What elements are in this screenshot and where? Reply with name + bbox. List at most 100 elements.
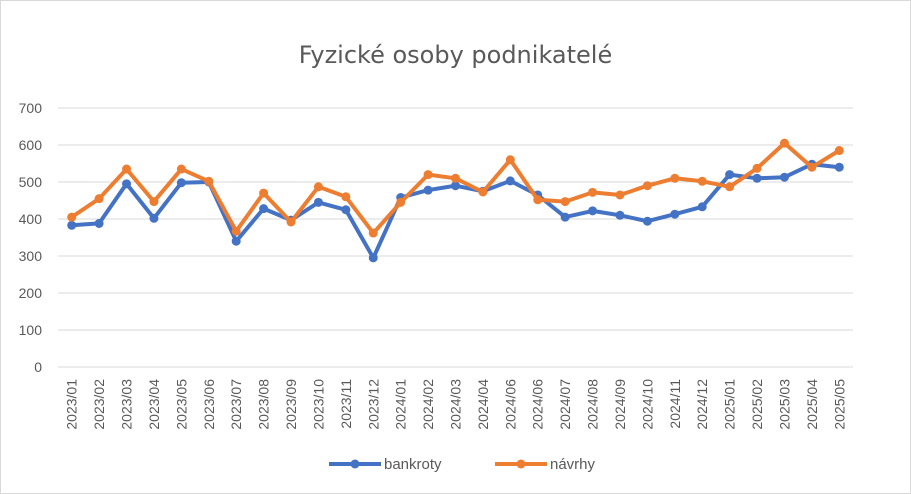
data-point [204,176,214,186]
y-tick-label: 700 [19,100,43,116]
data-point [615,210,625,220]
x-tick-label: 2025/02 [749,379,765,430]
y-tick-label: 200 [19,285,43,301]
legend: bankroty návrhy [329,456,596,473]
x-tick-label: 2024/06 [530,379,546,430]
data-point [368,228,378,238]
y-tick-label: 400 [19,211,43,227]
data-point [341,205,351,215]
data-point [94,218,104,228]
data-point [560,212,570,222]
data-point [423,185,433,195]
x-tick-label: 2025/03 [776,379,792,430]
data-point [615,190,625,200]
gridlines [58,107,853,368]
y-axis-ticks: 0 100 200 300 400 500 600 700 [19,100,43,375]
x-tick-label: 2024/04 [475,379,491,430]
data-point [642,216,652,226]
data-point [505,155,515,165]
data-point [286,217,296,227]
series-návrhy [67,138,844,238]
x-tick-label: 2023/08 [256,379,272,430]
data-point [588,206,598,216]
y-tick-label: 500 [19,174,43,190]
data-point [752,173,762,183]
data-point [560,197,570,207]
data-point [67,212,77,222]
data-point [149,197,159,207]
y-tick-label: 100 [19,322,43,338]
data-point [779,172,789,182]
data-point [478,187,488,197]
x-tick-label: 2024/09 [612,379,628,430]
data-point [807,162,817,172]
y-tick-label: 300 [19,248,43,264]
x-tick-label: 2023/02 [91,379,107,430]
x-tick-label: 2024/10 [639,379,655,430]
data-point [670,173,680,183]
data-point [451,181,460,191]
data-point [697,202,707,212]
legend-label: bankroty [384,456,442,473]
data-point [697,176,707,186]
x-tick-label: 2024/08 [585,379,601,430]
data-point [725,170,735,180]
x-axis-ticks: 2023/01 2023/02 2023/03 2023/04 2023/05 2023/… [64,379,848,430]
data-point [176,164,186,174]
data-point [725,182,735,192]
legend-swatch-marker [516,459,526,469]
data-point [588,187,598,197]
chart-title: Fyzické osoby podnikatelé [298,41,613,69]
data-point [313,182,323,192]
legend-swatch-marker [350,459,360,469]
y-tick-label: 0 [34,359,42,375]
data-point [231,226,241,236]
data-point [451,173,460,183]
data-point [176,178,186,188]
data-point [834,146,844,156]
data-point [259,204,269,214]
data-point [834,162,844,172]
data-point [341,192,351,202]
series-lines [67,138,844,263]
x-tick-label: 2023/01 [64,379,80,430]
x-tick-label: 2025/01 [722,379,738,430]
data-point [368,253,378,263]
data-point [533,195,543,205]
x-tick-label: 2023/09 [283,379,299,430]
x-tick-label: 2023/12 [365,379,381,430]
x-tick-label: 2024/06 [502,379,518,430]
x-tick-label: 2024/01 [393,379,409,430]
x-tick-label: 2023/03 [119,379,135,430]
data-point [259,188,269,198]
data-point [396,197,406,207]
data-point [94,194,104,204]
data-point [67,220,77,230]
data-point [505,176,515,186]
data-point [642,181,652,191]
x-tick-label: 2025/05 [831,379,847,430]
x-tick-label: 2024/02 [420,379,436,430]
legend-label: návrhy [550,456,596,473]
x-tick-label: 2023/06 [201,379,217,430]
legend-item: návrhy [495,456,596,473]
data-point [313,197,323,207]
x-tick-label: 2024/11 [667,379,683,429]
data-point [231,236,241,246]
x-tick-label: 2023/11 [338,379,354,429]
x-tick-label: 2023/07 [228,379,244,430]
x-tick-label: 2023/04 [146,379,162,430]
x-tick-label: 2024/12 [694,379,710,430]
x-tick-label: 2023/10 [310,379,326,430]
data-point [149,213,159,223]
x-tick-label: 2024/03 [448,379,464,430]
x-tick-label: 2024/07 [557,379,573,430]
x-tick-label: 2025/04 [804,379,820,430]
data-point [752,163,762,173]
x-tick-label: 2023/05 [173,379,189,430]
data-point [779,138,789,148]
data-point [122,179,132,189]
legend-item: bankroty [329,456,442,473]
